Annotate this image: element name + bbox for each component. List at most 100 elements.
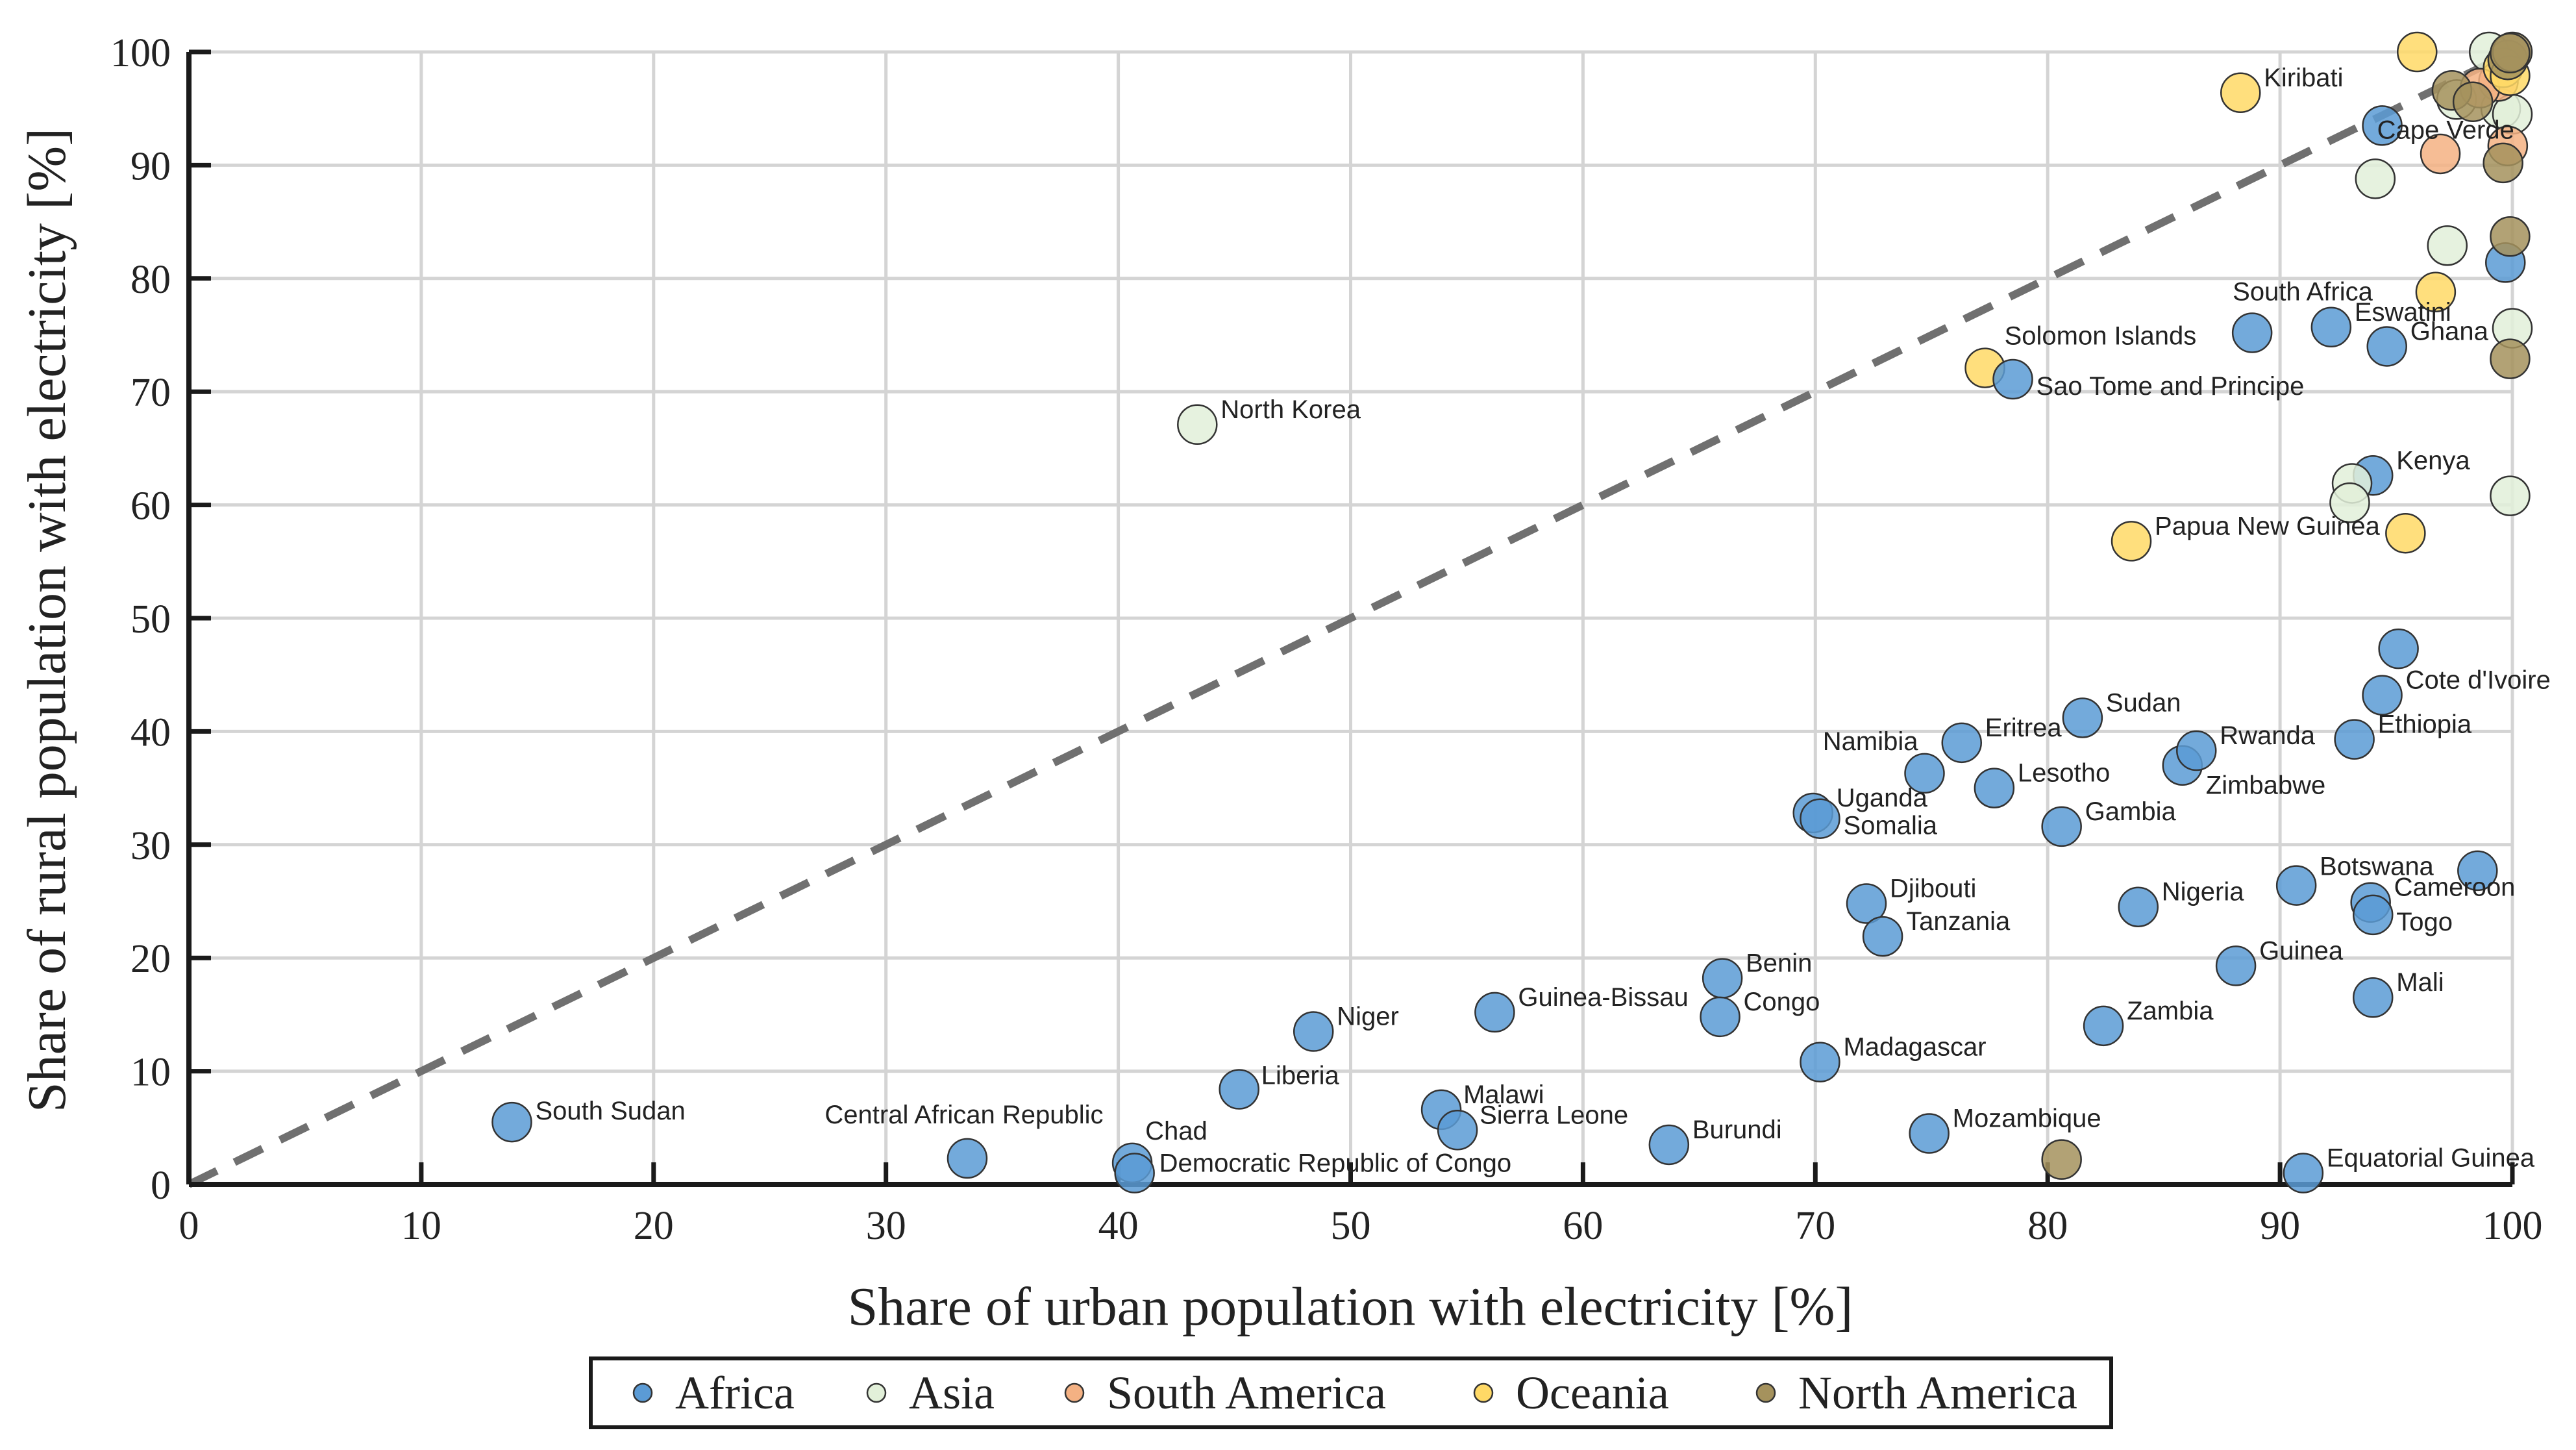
legend-marker-south-america: [1064, 1382, 1085, 1403]
point-asia-48: [2490, 475, 2531, 516]
point-eswatini: [2310, 306, 2352, 348]
label-ethiopia: Ethiopia: [2378, 710, 2472, 739]
label-zimbabwe: Zimbabwe: [2206, 771, 2326, 800]
point-south-africa: [2231, 312, 2273, 353]
point-ghana: [2366, 326, 2407, 367]
point-somalia: [1800, 798, 1840, 839]
x-axis-title: Share of urban population with electrici…: [848, 1277, 1853, 1337]
point-madagascar: [1800, 1042, 1840, 1082]
label-kenya: Kenya: [2396, 446, 2470, 475]
x-tick-label: 50: [1331, 1204, 1371, 1248]
point-gambia: [2041, 806, 2082, 847]
label-lesotho: Lesotho: [2018, 759, 2110, 788]
point-oceania-63: [2397, 31, 2438, 73]
label-djibouti: Djibouti: [1890, 874, 1976, 903]
y-tick-label: 70: [130, 371, 171, 415]
y-tick-label: 0: [151, 1164, 171, 1208]
point-north-america-69: [2490, 216, 2531, 257]
reference-line-group: [187, 48, 2514, 1188]
point-south-america-54: [2420, 133, 2461, 175]
point-democratic-republic-of-congo: [1114, 1153, 1155, 1194]
legend-label-oceania: Oceania: [1516, 1367, 1669, 1419]
label-guinea-bissau: Guinea-Bissau: [1518, 983, 1688, 1012]
point-sao-tome-and-principe: [1992, 358, 2033, 400]
point-oceania-62: [2415, 271, 2457, 312]
point-oceania-61: [2385, 512, 2426, 554]
point-labels: South Sudan Central African Republic Chad D…: [535, 64, 2550, 1178]
label-mozambique: Mozambique: [1953, 1105, 2101, 1133]
x-tick-label: 70: [1795, 1204, 1835, 1248]
y-tick-label: 90: [130, 144, 171, 188]
x-tick-label: 10: [401, 1204, 441, 1248]
label-central-african-republic: Central African Republic: [824, 1101, 1103, 1129]
y-tick-label: 40: [130, 710, 171, 755]
point-rwanda: [2176, 730, 2217, 771]
label-democratic-republic-of-congo: Democratic Republic of Congo: [1159, 1149, 1511, 1178]
label-equatorial-guinea: Equatorial Guinea: [2327, 1144, 2535, 1173]
legend-label-north-america: North America: [1798, 1367, 2077, 1419]
label-eritrea: Eritrea: [1985, 714, 2062, 742]
legend-marker-asia: [866, 1382, 887, 1403]
point-papua-new-guinea: [2111, 521, 2152, 562]
label-north-korea: North Korea: [1220, 395, 1361, 424]
point-liberia: [1219, 1069, 1259, 1110]
point-north-america-68: [2483, 142, 2523, 184]
point-north-america-75: [2490, 32, 2531, 73]
label-south-africa: South Africa: [2233, 278, 2373, 306]
point-mozambique: [1909, 1113, 1950, 1154]
point-cape-verde: [2362, 105, 2403, 146]
point-zambia: [2083, 1005, 2124, 1047]
point-kiribati: [2220, 72, 2261, 114]
label-nigeria: Nigeria: [2162, 878, 2244, 906]
label-zambia: Zambia: [2127, 997, 2214, 1025]
label-somalia: Somalia: [1843, 812, 1937, 840]
point-burundi: [1648, 1124, 1690, 1166]
x-tick-label: 40: [1098, 1204, 1139, 1248]
legend-label-asia: Asia: [909, 1367, 995, 1419]
label-guinea: Guinea: [2259, 936, 2344, 965]
label-cape-verde: Cape Verde: [2377, 116, 2514, 144]
y-tick-label: 20: [130, 937, 171, 981]
point-guinea-bissau: [1474, 992, 1515, 1033]
x-tick-label: 0: [179, 1204, 199, 1248]
label-gambia: Gambia: [2085, 797, 2177, 826]
label-cote-d-ivoire: Cote d'Ivoire: [2406, 666, 2551, 695]
point-sierra-leone: [1437, 1110, 1478, 1151]
label-mali: Mali: [2396, 968, 2444, 997]
x-tick-label: 30: [866, 1204, 906, 1248]
y-tick-label: 100: [110, 31, 171, 75]
point-ethiopia: [2334, 719, 2375, 760]
legend-box: [589, 1356, 2113, 1429]
y-tick-label: 60: [130, 484, 171, 529]
label-solomon-islands: Solomon Islands: [2005, 322, 2197, 351]
label-malawi: Malawi: [1463, 1081, 1544, 1109]
label-congo: Congo: [1744, 988, 1820, 1016]
label-tanzania: Tanzania: [1906, 907, 2011, 936]
legend-marker-north-america: [1755, 1382, 1776, 1403]
point-togo: [2353, 894, 2394, 936]
axes: [186, 49, 2515, 1187]
label-botswana: Botswana: [2320, 853, 2434, 881]
label-madagascar: Madagascar: [1843, 1033, 1986, 1062]
point-nigeria: [2118, 886, 2159, 927]
point-north-america-72: [2452, 81, 2494, 122]
point-namibia: [1904, 753, 1945, 794]
x-tick-label: 60: [1563, 1204, 1603, 1248]
point-south-sudan: [491, 1101, 532, 1143]
point-mali: [2353, 977, 2394, 1018]
point-tanzania: [1862, 916, 1903, 957]
point-cote-d-ivoire: [2362, 675, 2403, 716]
label-rwanda: Rwanda: [2220, 721, 2316, 750]
point-africa-40: [2378, 628, 2419, 669]
legend-label-africa: Africa: [675, 1367, 795, 1419]
label-benin: Benin: [1746, 949, 1812, 978]
label-chad: Chad: [1145, 1117, 1208, 1145]
point-guinea: [2215, 945, 2257, 986]
reference-line: [187, 48, 2514, 1188]
point-central-african-republic: [947, 1138, 988, 1179]
point-botswana: [2275, 865, 2317, 906]
y-tick-label: 10: [130, 1051, 171, 1095]
tick-labels: 0 10 20 30 40 50 60 70 80 90 100 0 10 20 30 40 50 60 70 80 9…: [110, 31, 2543, 1248]
